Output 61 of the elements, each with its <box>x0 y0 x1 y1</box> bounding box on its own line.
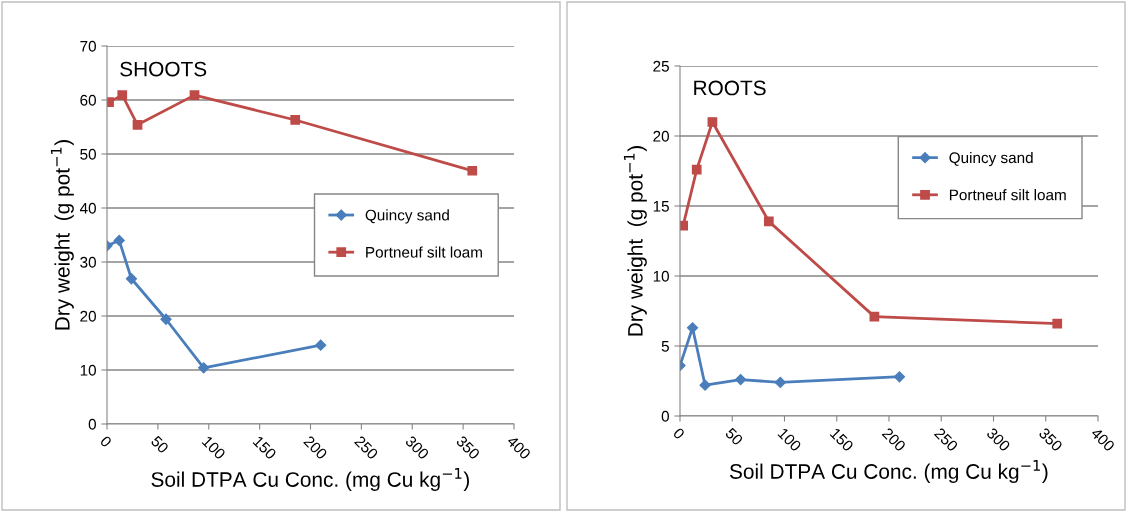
point <box>467 165 478 176</box>
point <box>117 90 128 101</box>
legend-label: Portneuf silt loam <box>949 189 1066 201</box>
y-tick-label: 20 <box>80 310 96 322</box>
x-tick-label: 400 <box>506 434 532 460</box>
x-axis-title: Soil DTPA Cu Conc. (mg Cu kg$^{−1}$) <box>151 468 470 491</box>
x-tick-label: 300 <box>985 427 1011 452</box>
y-axis-title: Dry weight (g pot$^{−1}$) <box>623 146 647 336</box>
y-tick-label: 10 <box>653 270 669 282</box>
point <box>691 164 702 175</box>
x-tick-label: 350 <box>1038 427 1064 452</box>
point <box>160 313 172 325</box>
x-tick-label: 0 <box>99 435 113 448</box>
x-tick-label: 150 <box>829 427 855 452</box>
point <box>1052 318 1063 329</box>
y-tick-label: 30 <box>80 256 96 268</box>
text: SHOOTS <box>120 61 207 77</box>
x-tick-label: 50 <box>150 435 170 454</box>
x-axis-title: Soil DTPA Cu Conc. (mg Cu kg$^{−1}$) <box>729 460 1048 483</box>
point <box>189 90 200 101</box>
x-tick-label: 50 <box>724 427 744 446</box>
point <box>686 322 699 334</box>
x-tick-label: 250 <box>353 435 379 460</box>
x-tick-label: 200 <box>881 427 907 452</box>
x-tick-label: 100 <box>201 435 227 460</box>
y-axis-title: Dry weight (g pot$^{−1}$) <box>50 140 74 330</box>
x-tick-label: 0 <box>672 427 686 440</box>
legend-label: Quincy sand <box>365 209 449 224</box>
point <box>774 376 786 389</box>
x-tick-label: 100 <box>777 427 802 452</box>
x-tick-label: 300 <box>404 435 430 460</box>
x-tick-label: 350 <box>455 435 481 460</box>
y-tick-label: 15 <box>653 201 669 212</box>
point <box>735 373 747 386</box>
point <box>763 216 774 227</box>
text: ROOTS <box>694 80 766 96</box>
legend-label: Quincy sand <box>949 151 1033 167</box>
y-tick-label: 5 <box>661 341 669 352</box>
y-tick-label: 0 <box>88 418 96 430</box>
y-tick-label: 40 <box>79 202 96 214</box>
x-tick-label: 150 <box>252 435 277 460</box>
y-tick-label: 50 <box>80 148 96 160</box>
point <box>113 234 125 247</box>
point <box>290 115 301 125</box>
y-tick-label: 25 <box>653 60 669 72</box>
x-tick-label: 250 <box>933 427 959 452</box>
y-tick-label: 70 <box>80 40 96 52</box>
point <box>707 117 718 127</box>
y-tick-label: 20 <box>653 130 669 142</box>
point <box>198 362 210 374</box>
y-tick-label: 10 <box>80 364 96 376</box>
point <box>125 273 138 285</box>
y-tick-label: 0 <box>661 410 669 422</box>
y-tick-label: 60 <box>80 94 96 106</box>
legend-label: Portneuf silt loam <box>366 246 482 258</box>
x-tick-label: 200 <box>303 435 328 460</box>
point <box>699 379 711 391</box>
point <box>315 339 327 351</box>
point <box>893 371 906 383</box>
x-tick-label: 400 <box>1090 426 1116 452</box>
point <box>132 119 143 130</box>
